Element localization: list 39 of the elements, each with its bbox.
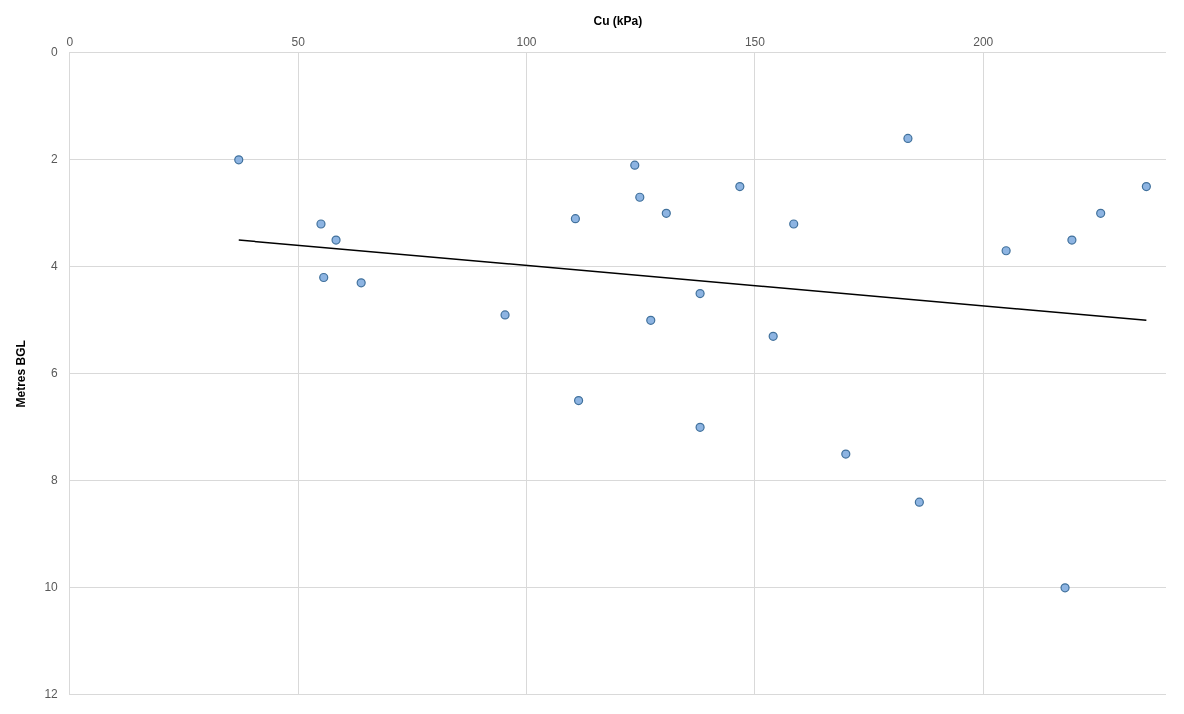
y-tick-label: 10 bbox=[44, 580, 59, 595]
point bbox=[789, 219, 799, 229]
point bbox=[234, 155, 244, 165]
point bbox=[630, 160, 640, 170]
point bbox=[570, 214, 580, 224]
point bbox=[914, 497, 924, 507]
y-tick-label: 0 bbox=[51, 45, 59, 60]
x-tick-label: 0 bbox=[66, 34, 74, 49]
point bbox=[1096, 208, 1106, 218]
point bbox=[356, 278, 366, 288]
y-tick-label: 4 bbox=[51, 259, 59, 274]
point bbox=[695, 422, 705, 432]
point bbox=[661, 208, 671, 218]
point bbox=[1001, 246, 1011, 256]
x-tick-label: 200 bbox=[973, 34, 994, 49]
point bbox=[1067, 235, 1077, 245]
y-tick-label: 12 bbox=[44, 687, 59, 702]
y-axis-title: Metres BGL bbox=[13, 340, 28, 408]
point bbox=[500, 310, 510, 320]
x-tick-label: 150 bbox=[744, 34, 766, 49]
y-tick-label: 6 bbox=[51, 366, 59, 381]
point bbox=[319, 272, 329, 283]
point bbox=[903, 133, 913, 143]
point bbox=[1060, 583, 1070, 593]
y-tick-label: 2 bbox=[51, 152, 59, 167]
y-tick-label: 8 bbox=[51, 473, 59, 488]
point bbox=[331, 235, 341, 245]
point bbox=[646, 315, 656, 325]
x-tick-label: 100 bbox=[516, 34, 537, 49]
point bbox=[316, 219, 326, 229]
point bbox=[635, 192, 645, 202]
point bbox=[735, 181, 745, 192]
point bbox=[695, 288, 705, 299]
point bbox=[573, 395, 584, 406]
point bbox=[841, 449, 851, 459]
point bbox=[1141, 181, 1151, 192]
x-tick-label: 50 bbox=[291, 34, 306, 49]
x-axis-title: Cu (kPa) bbox=[593, 13, 643, 28]
point bbox=[768, 331, 778, 341]
